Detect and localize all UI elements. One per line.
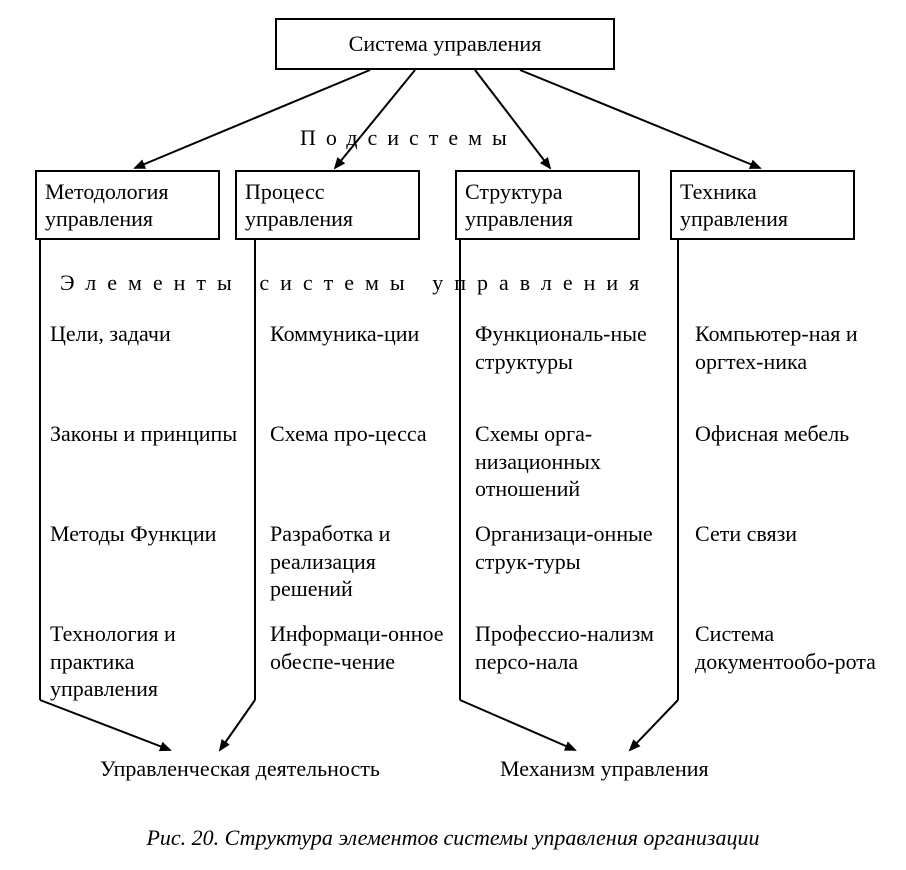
element-item: Организаци-онные струк-туры [475,520,665,575]
elements-column: Цели, задачи Законы и принципы Методы Функ… [50,0,240,720]
element-item: Цели, задачи [50,320,240,348]
diagram-stage: Система управления Подсистемы Методологи… [0,0,906,870]
element-item: Компьютер-ная и оргтех-ника [695,320,885,375]
element-item: Система документообо-рота [695,620,885,675]
element-item: Функциональ-ные структуры [475,320,665,375]
element-item: Законы и принципы [50,420,240,448]
element-item: Технология и практика управления [50,620,240,703]
element-item: Офисная мебель [695,420,885,448]
element-item: Информаци-онное обеспе-чение [270,620,460,675]
element-item: Схема про-цесса [270,420,460,448]
bottom-left-label: Управленческая деятельность [100,755,380,784]
element-item: Коммуника-ции [270,320,460,348]
element-item: Сети связи [695,520,885,548]
elements-column: Коммуника-ции Схема про-цесса Разработка и… [270,0,460,720]
element-item: Методы Функции [50,520,240,548]
elements-column: Функциональ-ные структуры Схемы орга-низа… [475,0,665,720]
figure-caption: Рис. 20. Структура элементов системы упр… [0,825,906,851]
elements-column: Компьютер-ная и оргтех-ника Офисная мебел… [695,0,885,720]
element-item: Разработка и реализация решений [270,520,460,603]
element-item: Профессио-нализм персо-нала [475,620,665,675]
bottom-right-label: Механизм управления [500,755,709,784]
element-item: Схемы орга-низационных отношений [475,420,665,503]
